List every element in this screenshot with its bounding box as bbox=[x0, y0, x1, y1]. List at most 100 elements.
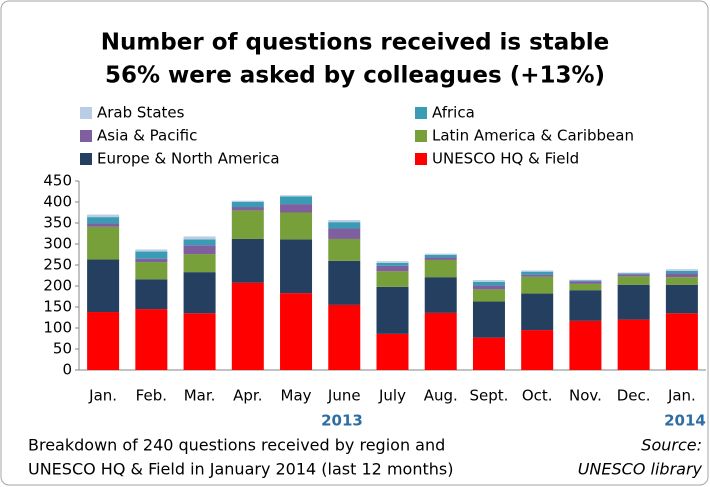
x-tick-label: Feb. bbox=[136, 387, 167, 405]
bar-segment bbox=[569, 320, 602, 370]
bar-segment bbox=[87, 214, 120, 218]
x-tick-label: Mar. bbox=[184, 387, 216, 405]
bar-segment bbox=[521, 293, 554, 331]
legend-label: UNESCO HQ & Field bbox=[432, 150, 579, 168]
year-label: 2014 bbox=[664, 412, 706, 430]
bar-segment bbox=[376, 261, 409, 263]
bar-segment bbox=[569, 280, 602, 282]
legend-swatch bbox=[415, 107, 427, 119]
bar-segment bbox=[328, 222, 361, 229]
x-tick-label: Nov. bbox=[569, 387, 602, 405]
bar-segment bbox=[521, 270, 554, 272]
bar-segment bbox=[665, 273, 698, 278]
bar-segment bbox=[183, 313, 216, 370]
bar-segment bbox=[231, 200, 264, 202]
bar-segment bbox=[328, 228, 361, 239]
legend-swatch bbox=[80, 130, 92, 142]
y-tick-label: 250 bbox=[43, 256, 72, 274]
bar-segment bbox=[424, 259, 457, 278]
bar-segment bbox=[472, 289, 505, 302]
bar-segment bbox=[328, 304, 361, 370]
y-tick-label: 200 bbox=[43, 277, 72, 295]
legend-swatch bbox=[80, 107, 92, 119]
bar-segment bbox=[617, 276, 650, 285]
legend-label: Africa bbox=[432, 104, 475, 122]
bar-segment bbox=[280, 212, 313, 240]
x-tick-label: July bbox=[378, 387, 406, 405]
bar-segment bbox=[472, 281, 505, 286]
bar-segment bbox=[376, 271, 409, 287]
bar-segment bbox=[135, 258, 168, 263]
bar-segment bbox=[665, 284, 698, 314]
bar-segment bbox=[183, 245, 216, 255]
bar-segment bbox=[617, 284, 650, 320]
bar-segment bbox=[87, 223, 120, 227]
legend-swatch bbox=[80, 153, 92, 165]
bar-segment bbox=[665, 269, 698, 271]
bar-segment bbox=[231, 210, 264, 239]
bar-segment bbox=[665, 313, 698, 370]
x-tick-label: June bbox=[327, 387, 361, 405]
y-tick-label: 350 bbox=[43, 214, 72, 232]
bar-segment bbox=[569, 279, 602, 281]
bar-segment bbox=[280, 196, 313, 205]
bar-segment bbox=[280, 239, 313, 294]
source: UNESCO library bbox=[578, 460, 703, 479]
bar-segment bbox=[472, 285, 505, 290]
bar-segment bbox=[376, 286, 409, 334]
x-tick-label: Sept. bbox=[470, 387, 509, 405]
bar-segment bbox=[665, 270, 698, 274]
bar-segment bbox=[280, 195, 313, 197]
x-tick-label: Aug. bbox=[424, 387, 458, 405]
bar-segment bbox=[424, 312, 457, 370]
x-tick-label: May bbox=[281, 387, 312, 405]
bar-segment bbox=[472, 337, 505, 370]
x-tick-label: Jan. bbox=[88, 387, 117, 405]
bar-segment bbox=[87, 226, 120, 260]
bar-segment bbox=[183, 254, 216, 273]
bar-segment bbox=[231, 202, 264, 208]
bar-segment bbox=[135, 251, 168, 259]
x-tick-label: Oct. bbox=[522, 387, 553, 405]
legend-swatch bbox=[415, 153, 427, 165]
footnote: Breakdown of 240 questions received by r… bbox=[28, 436, 445, 455]
bar-segment bbox=[617, 273, 650, 275]
bar-segment bbox=[87, 312, 120, 370]
bar-segment bbox=[135, 262, 168, 280]
bar-segment bbox=[231, 282, 264, 370]
bar-segment bbox=[87, 217, 120, 224]
bar-segment bbox=[280, 204, 313, 213]
year-label: 2013 bbox=[321, 412, 363, 430]
bar-segment bbox=[521, 271, 554, 275]
y-tick-label: 100 bbox=[43, 319, 72, 337]
bar-segment bbox=[135, 309, 168, 370]
y-tick-label: 300 bbox=[43, 235, 72, 253]
bar-segment bbox=[617, 272, 650, 274]
y-tick-label: 450 bbox=[43, 172, 72, 190]
bar-segment bbox=[328, 238, 361, 261]
bar-segment bbox=[135, 279, 168, 310]
x-tick-label: Jan. bbox=[667, 387, 696, 405]
bar-segment bbox=[424, 254, 457, 258]
bar-segment bbox=[231, 238, 264, 283]
x-tick-label: Apr. bbox=[233, 387, 262, 405]
legend-swatch bbox=[415, 130, 427, 142]
bar-segment bbox=[424, 257, 457, 260]
bar-segment bbox=[521, 274, 554, 277]
bar-segment bbox=[521, 330, 554, 370]
source: Source: bbox=[641, 436, 702, 455]
bar-segment bbox=[424, 277, 457, 313]
bar-segment bbox=[328, 260, 361, 305]
legend-label: Europe & North America bbox=[97, 150, 280, 168]
bar-segment bbox=[135, 249, 168, 252]
bar-segment bbox=[472, 280, 505, 282]
bar-segment bbox=[617, 274, 650, 277]
bar-segment bbox=[183, 272, 216, 314]
bar-segment bbox=[617, 319, 650, 370]
y-tick-label: 150 bbox=[43, 298, 72, 316]
bar-segment bbox=[280, 293, 313, 370]
legend-label: Asia & Pacific bbox=[97, 127, 197, 145]
bar-segment bbox=[569, 283, 602, 291]
bar-segment bbox=[569, 290, 602, 321]
